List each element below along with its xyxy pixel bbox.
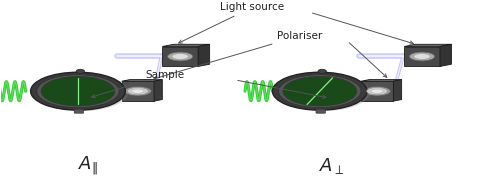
FancyBboxPatch shape (74, 109, 84, 113)
Polygon shape (361, 80, 402, 81)
Text: $A_{\perp}$: $A_{\perp}$ (320, 156, 345, 176)
Polygon shape (154, 80, 162, 101)
Polygon shape (198, 44, 209, 66)
Polygon shape (122, 81, 154, 101)
Ellipse shape (41, 76, 115, 106)
Ellipse shape (30, 72, 126, 110)
Ellipse shape (272, 72, 367, 110)
Ellipse shape (76, 69, 84, 73)
Ellipse shape (371, 89, 384, 93)
Text: Sample: Sample (92, 70, 185, 98)
Ellipse shape (172, 54, 188, 59)
Ellipse shape (318, 69, 326, 73)
Ellipse shape (168, 52, 193, 61)
Ellipse shape (132, 89, 144, 93)
Polygon shape (404, 44, 452, 46)
Text: $A_{\|}$: $A_{\|}$ (78, 155, 98, 177)
Ellipse shape (283, 76, 357, 106)
Ellipse shape (128, 87, 148, 95)
Ellipse shape (364, 86, 391, 96)
Text: Light source: Light source (178, 2, 284, 43)
Ellipse shape (34, 73, 128, 111)
Polygon shape (440, 44, 452, 66)
Polygon shape (162, 46, 198, 66)
Ellipse shape (410, 52, 434, 61)
Ellipse shape (124, 86, 152, 96)
Text: Polariser: Polariser (154, 31, 322, 80)
Ellipse shape (276, 73, 370, 111)
Polygon shape (394, 80, 402, 101)
Ellipse shape (414, 54, 430, 59)
Polygon shape (404, 46, 440, 66)
Ellipse shape (37, 75, 119, 108)
Polygon shape (122, 80, 162, 81)
Polygon shape (162, 44, 210, 46)
FancyBboxPatch shape (316, 109, 326, 113)
Polygon shape (361, 81, 394, 101)
Ellipse shape (366, 87, 388, 95)
Ellipse shape (278, 75, 361, 108)
